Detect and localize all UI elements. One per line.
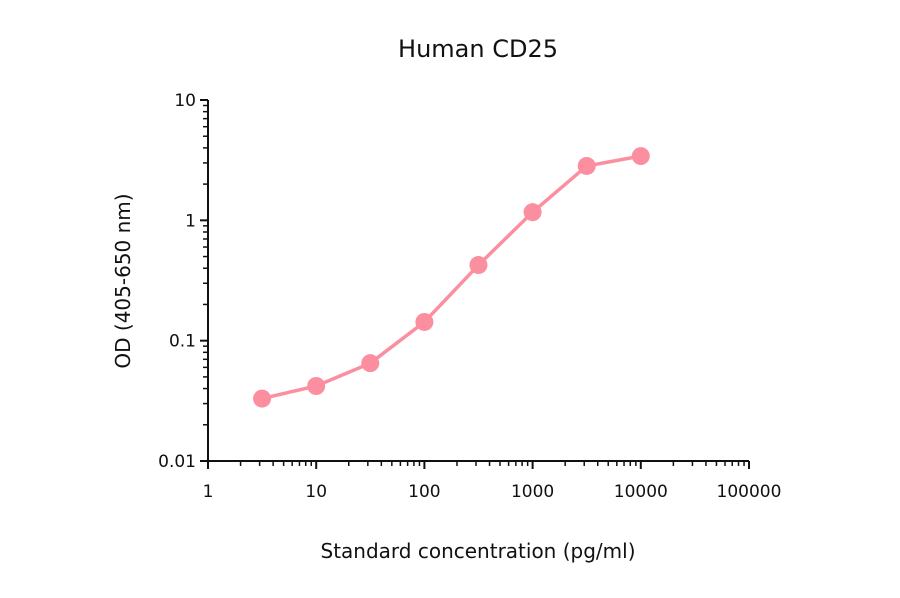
data-point bbox=[361, 354, 380, 373]
chart-title: Human CD25 bbox=[398, 35, 558, 63]
x-tick-label: 100 bbox=[408, 482, 440, 502]
data-point bbox=[253, 389, 272, 408]
y-tick-label: 10 bbox=[174, 91, 196, 111]
data-point bbox=[469, 256, 488, 275]
data-point bbox=[577, 156, 596, 175]
series-line bbox=[261, 154, 642, 401]
x-tick-label: 1000 bbox=[511, 482, 554, 502]
x-tick-label: 10000 bbox=[614, 482, 668, 502]
y-tick-label: 0.1 bbox=[169, 332, 196, 352]
data-point bbox=[631, 147, 650, 166]
y-tick-label: 1 bbox=[185, 211, 196, 231]
y-axis-label: OD (405-650 nm) bbox=[111, 193, 135, 368]
x-axis-label: Standard concentration (pg/ml) bbox=[321, 539, 636, 563]
data-point bbox=[307, 377, 326, 396]
data-point bbox=[523, 203, 542, 222]
x-tick-label: 100000 bbox=[717, 482, 782, 502]
x-tick-label: 10 bbox=[305, 482, 327, 502]
data-point bbox=[415, 312, 434, 331]
y-tick-label: 0.01 bbox=[158, 452, 196, 472]
x-tick-label: 1 bbox=[203, 482, 214, 502]
